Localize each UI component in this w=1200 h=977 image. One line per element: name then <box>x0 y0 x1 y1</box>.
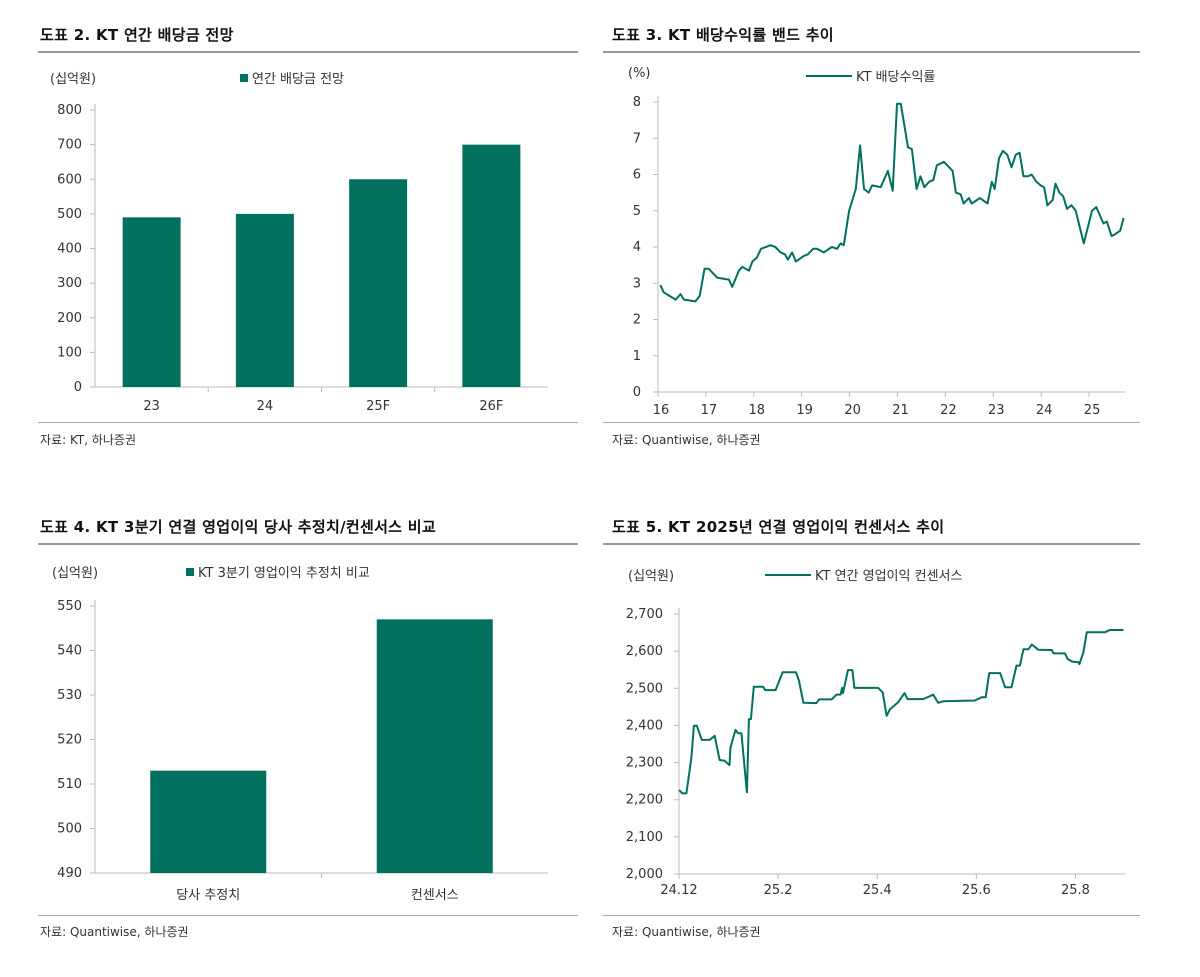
x-tick-label: 컨센서스 <box>411 888 459 903</box>
chart-2-unit: (십억원) <box>50 72 97 87</box>
chart-5-title: 도표 5. KT 2025년 연결 영업이익 컨센서스 추이 <box>612 518 945 536</box>
bar-26F <box>462 144 521 387</box>
legend-swatch <box>240 73 248 82</box>
y-tick-label: 0 <box>633 385 641 400</box>
y-tick-label: 0 <box>74 380 82 395</box>
legend-label: KT 3분기 영업이익 추정치 비교 <box>198 566 370 581</box>
x-tick-label: 25.4 <box>863 883 892 898</box>
y-tick-label: 510 <box>57 777 82 792</box>
x-tick-label: 16 <box>653 403 670 418</box>
x-tick-label: 23 <box>988 403 1005 418</box>
y-tick-label: 520 <box>57 733 82 748</box>
y-tick-label: 2,100 <box>626 830 663 845</box>
bar-25F <box>349 179 408 387</box>
y-tick-label: 600 <box>57 172 82 187</box>
divider <box>603 422 1140 423</box>
divider <box>38 51 578 53</box>
bar-24 <box>235 213 294 387</box>
y-tick-label: 8 <box>633 95 641 110</box>
y-tick-label: 800 <box>57 103 82 118</box>
y-tick-label: 2,300 <box>626 756 663 771</box>
legend-line <box>765 573 811 576</box>
chart-4-title: 도표 4. KT 3분기 연결 영업이익 당사 추정치/컨센서스 비교 <box>40 518 436 536</box>
y-tick-label: 700 <box>57 138 82 153</box>
legend-label: KT 배당수익률 <box>856 70 936 85</box>
x-tick-label: 25.6 <box>962 883 991 898</box>
divider <box>603 915 1140 916</box>
x-tick-label: 23 <box>143 399 160 414</box>
y-tick-label: 100 <box>57 345 82 360</box>
y-tick-label: 400 <box>57 242 82 257</box>
divider <box>603 543 1140 545</box>
x-tick-label: 17 <box>701 403 718 418</box>
y-tick-label: 7 <box>633 131 641 146</box>
bar-컨센서스 <box>376 619 493 873</box>
legend-label: 연간 배당금 전망 <box>252 72 344 87</box>
chart-5-source: 자료: Quantiwise, 하나증권 <box>612 925 761 939</box>
x-tick-label: 25.2 <box>764 883 793 898</box>
y-tick-label: 2,000 <box>626 867 663 882</box>
x-tick-label: 25F <box>366 399 390 414</box>
x-tick-label: 25 <box>1084 403 1101 418</box>
y-tick-label: 2,200 <box>626 793 663 808</box>
x-tick-label: 18 <box>749 403 766 418</box>
y-tick-label: 4 <box>633 240 641 255</box>
chart-4-unit: (십억원) <box>52 566 99 581</box>
y-tick-label: 2,500 <box>626 681 663 696</box>
chart-3-title: 도표 3. KT 배당수익률 밴드 추이 <box>612 26 834 44</box>
chart-5-legend: KT 연간 영업이익 컨센서스 <box>765 565 962 584</box>
y-tick-label: 500 <box>57 207 82 222</box>
x-tick-label: 25.8 <box>1061 883 1090 898</box>
divider <box>603 51 1140 53</box>
y-tick-label: 550 <box>57 599 82 614</box>
y-tick-label: 2 <box>633 313 641 328</box>
y-tick-label: 490 <box>57 866 82 881</box>
chart-4-legend: KT 3분기 영업이익 추정치 비교 <box>186 562 370 581</box>
y-tick-label: 540 <box>57 644 82 659</box>
chart-2-source: 자료: KT, 하나증권 <box>40 433 136 447</box>
x-tick-label: 20 <box>844 403 861 418</box>
y-tick-label: 3 <box>633 276 641 291</box>
legend-line <box>806 74 852 77</box>
x-tick-label: 당사 추정치 <box>176 888 240 903</box>
series-line <box>678 629 1124 795</box>
x-tick-label: 24 <box>257 399 274 414</box>
y-tick-label: 500 <box>57 822 82 837</box>
divider <box>38 422 578 423</box>
divider <box>38 543 578 545</box>
chart-3-unit: (%) <box>628 66 651 81</box>
legend-swatch <box>186 567 194 576</box>
y-tick-label: 530 <box>57 688 82 703</box>
y-tick-label: 2,400 <box>626 718 663 733</box>
x-tick-label: 21 <box>892 403 909 418</box>
y-tick-label: 300 <box>57 276 82 291</box>
legend-label: KT 연간 영업이익 컨센서스 <box>815 569 963 584</box>
divider <box>38 915 578 916</box>
x-tick-label: 22 <box>940 403 957 418</box>
y-tick-label: 2,600 <box>626 644 663 659</box>
x-tick-label: 24.12 <box>660 883 697 898</box>
chart-4-source: 자료: Quantiwise, 하나증권 <box>40 925 189 939</box>
y-tick-label: 2,700 <box>626 607 663 622</box>
y-tick-label: 5 <box>633 204 641 219</box>
bar-23 <box>122 217 181 387</box>
y-tick-label: 6 <box>633 168 641 183</box>
chart-2-title: 도표 2. KT 연간 배당금 전망 <box>40 26 234 44</box>
series-line <box>659 102 1125 303</box>
chart-2-legend: 연간 배당금 전망 <box>240 68 344 87</box>
bar-당사 추정치 <box>150 770 267 873</box>
chart-3-source: 자료: Quantiwise, 하나증권 <box>612 433 761 447</box>
chart-5-unit: (십억원) <box>628 569 675 584</box>
x-tick-label: 26F <box>479 399 503 414</box>
chart-3-legend: KT 배당수익률 <box>806 66 935 85</box>
x-tick-label: 24 <box>1036 403 1053 418</box>
x-tick-label: 19 <box>796 403 813 418</box>
y-tick-label: 200 <box>57 311 82 326</box>
y-tick-label: 1 <box>633 349 641 364</box>
